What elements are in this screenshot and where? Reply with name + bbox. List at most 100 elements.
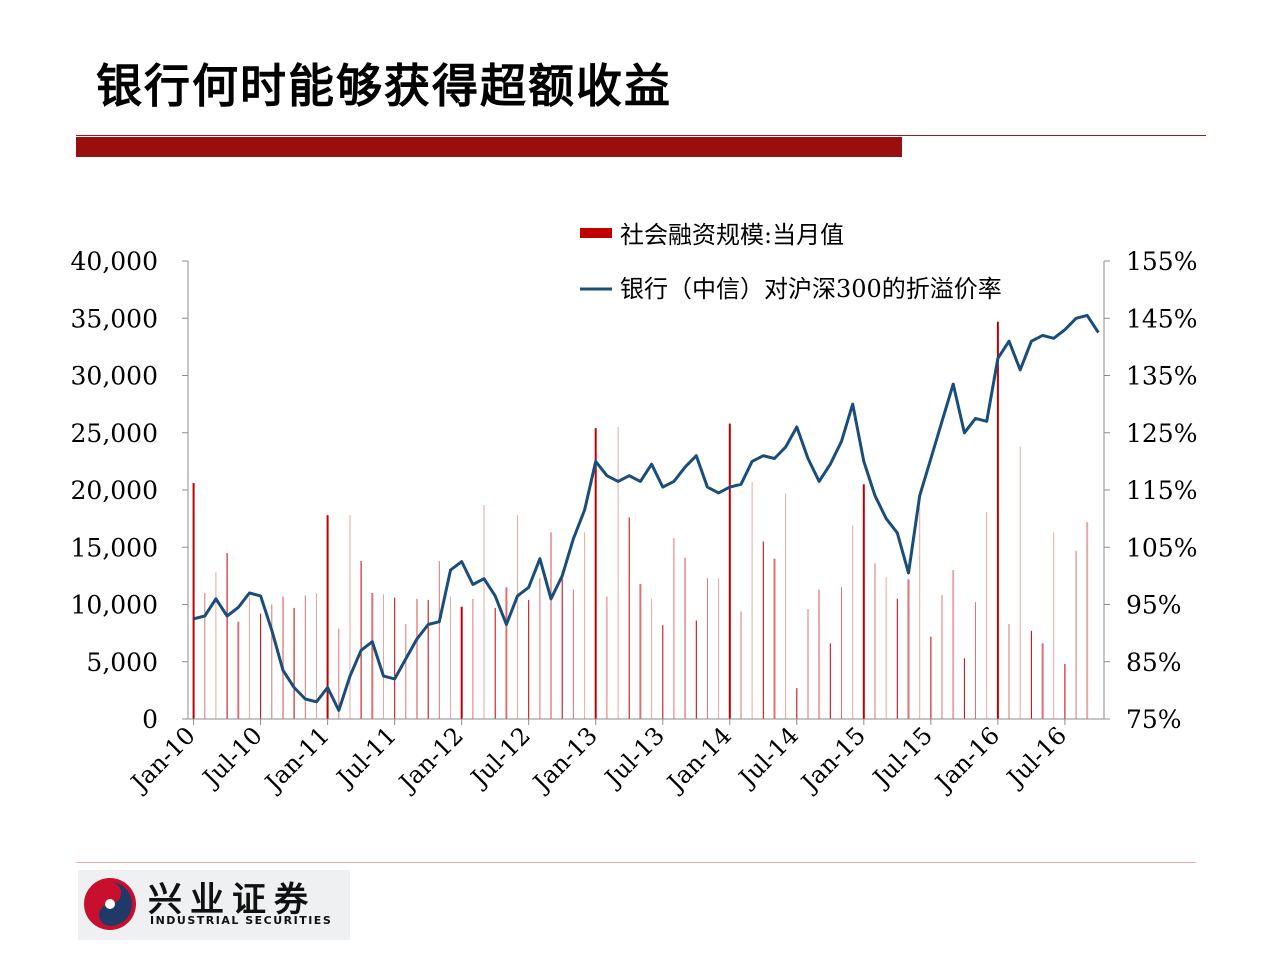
bar-71 bbox=[986, 511, 988, 719]
bar-38 bbox=[617, 427, 619, 719]
bar-23 bbox=[450, 596, 451, 719]
bar-19 bbox=[405, 624, 407, 719]
bar-58 bbox=[841, 587, 842, 719]
x-tick-label: Jan-11 bbox=[258, 721, 335, 798]
x-tick-label: Jan-14 bbox=[660, 721, 737, 798]
y-left-tick-label: 15,000 bbox=[71, 533, 158, 562]
y-right-tick-label: 105% bbox=[1126, 533, 1197, 562]
bar-7 bbox=[271, 604, 273, 719]
bar-9 bbox=[293, 607, 295, 719]
bar-77 bbox=[1053, 532, 1055, 719]
y-right-tick-label: 75% bbox=[1126, 705, 1182, 734]
bar-46 bbox=[706, 578, 708, 719]
bar-31 bbox=[539, 578, 541, 719]
y-left-tick-label: 35,000 bbox=[71, 304, 158, 333]
bar-59 bbox=[852, 525, 854, 719]
bar-51 bbox=[762, 541, 764, 719]
axes-group bbox=[182, 260, 1110, 725]
bar-40 bbox=[639, 583, 642, 719]
bar-28 bbox=[505, 587, 508, 719]
bar-70 bbox=[975, 602, 976, 719]
x-tick-label: Jul-10 bbox=[195, 721, 267, 793]
bar-33 bbox=[561, 571, 563, 719]
bar-26 bbox=[483, 504, 485, 719]
bar-21 bbox=[427, 599, 429, 719]
bar-39 bbox=[628, 517, 630, 719]
bar-60 bbox=[862, 484, 865, 719]
bar-42 bbox=[662, 625, 664, 719]
bar-16 bbox=[371, 593, 374, 719]
premium-line bbox=[193, 313, 1100, 712]
logo-name-cn: 兴业证券 bbox=[148, 880, 316, 920]
bar-53 bbox=[785, 493, 787, 719]
bar-12 bbox=[326, 515, 329, 719]
y-left-tick-label: 40,000 bbox=[71, 247, 158, 276]
x-tick-label: Jul-13 bbox=[598, 721, 670, 793]
y-right-tick-label: 115% bbox=[1126, 476, 1197, 505]
x-tick-label: Jul-16 bbox=[1000, 721, 1072, 793]
bar-68 bbox=[952, 570, 955, 719]
bar-44 bbox=[684, 557, 687, 719]
y-right-tick-label: 135% bbox=[1126, 362, 1197, 391]
bar-27 bbox=[494, 607, 496, 719]
bar-36 bbox=[594, 428, 597, 719]
bar-80 bbox=[1086, 522, 1089, 719]
bar-78 bbox=[1064, 664, 1066, 719]
y-left-tick-label: 0 bbox=[142, 705, 158, 734]
bar-17 bbox=[383, 594, 384, 719]
bar-2 bbox=[215, 572, 217, 719]
bar-69 bbox=[963, 658, 965, 719]
bar-41 bbox=[651, 598, 653, 719]
y-left-tick-label: 30,000 bbox=[71, 362, 158, 391]
bar-series-group bbox=[192, 321, 1089, 719]
bar-72 bbox=[996, 321, 999, 719]
y-right-tick-label: 125% bbox=[1126, 419, 1197, 448]
bar-8 bbox=[282, 596, 284, 719]
bar-79 bbox=[1075, 550, 1077, 719]
bar-62 bbox=[885, 577, 887, 719]
bar-10 bbox=[304, 595, 306, 719]
x-tick-label: Jul-11 bbox=[329, 721, 401, 793]
chart-legend: 社会融资规模:当月值 银行（中信）对沪深300的折溢价率 bbox=[580, 221, 1002, 303]
bar-43 bbox=[673, 538, 675, 719]
y-left-tick-label: 10,000 bbox=[71, 591, 158, 620]
x-tick-label: Jul-12 bbox=[464, 721, 536, 793]
bar-37 bbox=[606, 596, 608, 719]
x-tick-label: Jul-14 bbox=[732, 721, 804, 793]
bar-75 bbox=[1030, 630, 1032, 719]
bar-54 bbox=[796, 688, 798, 719]
title-divider-thin bbox=[76, 135, 1206, 136]
y-right-tick-label: 155% bbox=[1126, 247, 1197, 276]
bar-14 bbox=[349, 515, 351, 719]
x-tick-label: Jan-10 bbox=[124, 721, 201, 798]
y-left-tick-label: 5,000 bbox=[86, 648, 158, 677]
bar-11 bbox=[316, 593, 317, 719]
x-tick-label: Jan-13 bbox=[526, 721, 603, 798]
title-divider-bar bbox=[76, 137, 902, 157]
bar-50 bbox=[751, 482, 753, 719]
company-logo: 兴业证券 INDUSTRIAL SECURITIES bbox=[78, 870, 350, 940]
y-left-tick-label: 25,000 bbox=[71, 419, 158, 448]
bar-30 bbox=[528, 599, 530, 719]
logo-emblem-icon bbox=[84, 878, 136, 930]
combo-chart: 40,000 35,000 30,000 25,000 20,000 15,000 10,0… bbox=[71, 221, 1198, 799]
bar-29 bbox=[517, 515, 518, 719]
bar-66 bbox=[930, 636, 932, 719]
y-right-tick-label: 95% bbox=[1126, 591, 1182, 620]
bar-3 bbox=[226, 553, 228, 719]
bar-55 bbox=[807, 609, 809, 719]
tick-labels-group: 40,000 35,000 30,000 25,000 20,000 15,000 10,0… bbox=[71, 247, 1198, 799]
footer-divider bbox=[76, 862, 1196, 863]
bar-6 bbox=[260, 613, 262, 719]
y-right-tick-label: 85% bbox=[1126, 648, 1182, 677]
bar-22 bbox=[438, 561, 440, 719]
bar-65 bbox=[919, 507, 921, 719]
bar-15 bbox=[360, 561, 362, 719]
x-tick-label: Jan-12 bbox=[392, 721, 469, 798]
bar-24 bbox=[460, 606, 463, 719]
bar-49 bbox=[740, 611, 742, 719]
page-title: 银行何时能够获得超额收益 bbox=[96, 59, 672, 113]
bar-48 bbox=[728, 423, 731, 719]
y-left-tick-label: 20,000 bbox=[71, 476, 158, 505]
bar-73 bbox=[1008, 624, 1010, 719]
